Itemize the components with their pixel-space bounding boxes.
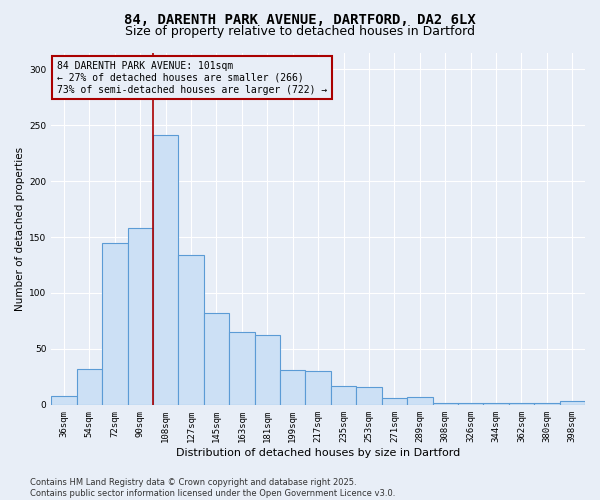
Text: Contains HM Land Registry data © Crown copyright and database right 2025.
Contai: Contains HM Land Registry data © Crown c… <box>30 478 395 498</box>
Bar <box>254 336 280 405</box>
Text: 84 DARENTH PARK AVENUE: 101sqm
← 27% of detached houses are smaller (266)
73% of: 84 DARENTH PARK AVENUE: 101sqm ← 27% of … <box>56 62 327 94</box>
Bar <box>484 402 509 405</box>
Bar <box>128 228 153 405</box>
Bar <box>458 402 484 405</box>
X-axis label: Distribution of detached houses by size in Dartford: Distribution of detached houses by size … <box>176 448 460 458</box>
Bar <box>433 402 458 405</box>
Bar <box>153 136 178 405</box>
Bar <box>382 398 407 405</box>
Bar <box>229 332 254 405</box>
Bar <box>407 397 433 405</box>
Bar <box>280 370 305 405</box>
Bar <box>77 369 102 405</box>
Bar <box>331 386 356 405</box>
Bar <box>560 402 585 405</box>
Bar <box>178 255 204 405</box>
Bar <box>509 402 534 405</box>
Bar <box>51 396 77 405</box>
Text: 84, DARENTH PARK AVENUE, DARTFORD, DA2 6LX: 84, DARENTH PARK AVENUE, DARTFORD, DA2 6… <box>124 12 476 26</box>
Bar <box>305 372 331 405</box>
Bar <box>356 387 382 405</box>
Text: Size of property relative to detached houses in Dartford: Size of property relative to detached ho… <box>125 25 475 38</box>
Bar <box>102 242 128 405</box>
Bar <box>534 402 560 405</box>
Y-axis label: Number of detached properties: Number of detached properties <box>15 146 25 310</box>
Bar <box>204 313 229 405</box>
